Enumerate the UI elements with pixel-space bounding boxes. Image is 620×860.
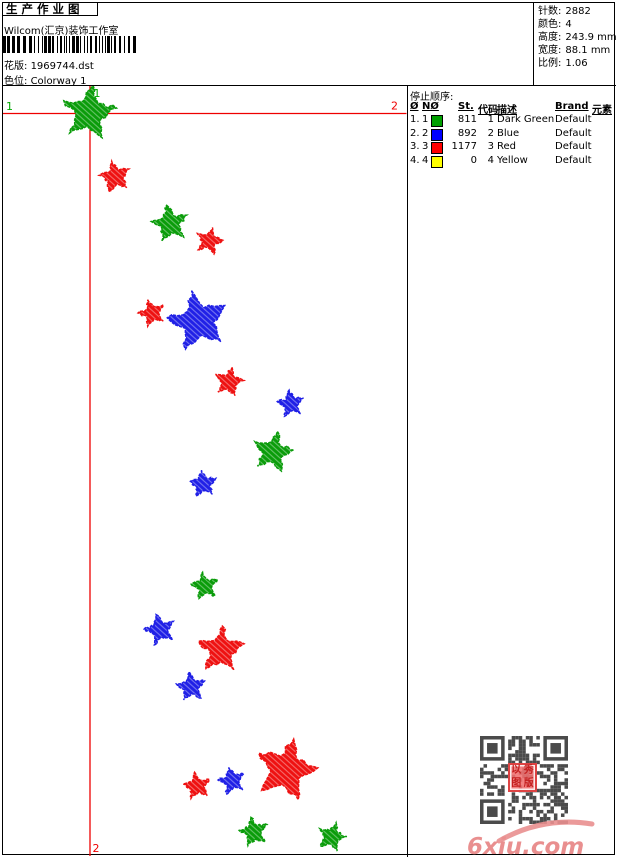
thread-color-swatch	[431, 142, 443, 154]
col-code: 代码	[478, 105, 498, 116]
watermark-text: 6xiu.com	[467, 834, 584, 860]
header-divider	[533, 2, 534, 85]
stat-line: 颜色: 4	[538, 18, 617, 31]
thread-cell-brand: Default	[555, 154, 592, 166]
design-stats-panel: 针数: 2882 颜色: 4 高度: 243.9 mm 宽度: 88.1 mm 比例: 1.06	[538, 5, 617, 70]
watermark-swoosh	[496, 819, 595, 844]
stamp-char: 秀	[523, 765, 534, 777]
stat-line: 宽度: 88.1 mm	[538, 44, 617, 57]
thread-cell-code: 4	[487, 154, 494, 166]
stat-value: 2882	[565, 6, 591, 17]
stat-value: 88.1 mm	[565, 45, 611, 56]
stat-label: 高度:	[538, 32, 562, 43]
thread-cell-code: 1	[487, 114, 494, 125]
thread-cell-code: 3	[487, 141, 494, 152]
stop-sequence-rows: 1. 1 811 1 Dark Green Default 2. 2 892 2 Blue Defau…	[407, 114, 618, 168]
design-file-label: 花版:	[4, 61, 28, 72]
stat-value: 243.9 mm	[565, 32, 617, 43]
thread-cell-seq: 4.	[410, 154, 420, 166]
thread-cell-brand: Default	[555, 141, 592, 152]
barcode	[3, 36, 136, 53]
stat-label: 颜色:	[538, 19, 562, 30]
header-bottom-border	[2, 85, 616, 86]
colorway-line: 色位: Colorway 1	[4, 72, 86, 87]
stat-value: 1.06	[565, 58, 588, 69]
thread-cell-n: 3	[422, 141, 429, 152]
col-st: St.	[458, 101, 474, 112]
stat-line: 针数: 2882	[538, 5, 617, 18]
thread-row: 4. 4 0 4 Yellow Default	[407, 155, 618, 169]
thread-cell-n: 1	[422, 114, 429, 125]
thread-cell-st: 1177	[451, 141, 477, 152]
panel-divider	[407, 85, 408, 857]
thread-cell-seq: 2.	[410, 127, 420, 139]
stop-sequence-panel: 停止顺序: Ø NØ St. 代码 描述 Brand 元素 1. 1 811 1 Dar…	[407, 86, 618, 178]
thread-row: 2. 2 892 2 Blue Default	[407, 128, 618, 142]
colorway-value: Colorway 1	[30, 76, 87, 87]
thread-cell-desc: Blue	[497, 127, 520, 139]
thread-cell-st: 811	[457, 114, 477, 125]
design-file-line: 花版: 1969744.dst	[4, 57, 94, 72]
thread-color-swatch	[431, 128, 443, 141]
stat-label: 针数:	[538, 6, 562, 17]
thread-cell-desc: Red	[497, 141, 516, 152]
sheet-title: 生产作业图	[6, 2, 84, 16]
stamp-char: 图	[511, 777, 522, 789]
thread-cell-seq: 3.	[410, 141, 420, 152]
thread-row: 1. 1 811 1 Dark Green Default	[407, 114, 618, 128]
colorway-label: 色位:	[4, 76, 28, 87]
design-file-value: 1969744.dst	[30, 61, 94, 72]
company-name: Wilcom(汇京)装饰工作室	[4, 26, 119, 37]
thread-cell-brand: Default	[555, 127, 592, 139]
stamp-char: 版	[523, 777, 534, 789]
thread-row: 3. 3 1177 3 Red Default	[407, 141, 618, 155]
stat-value: 4	[565, 19, 572, 30]
thread-cell-code: 2	[487, 127, 494, 139]
col-nhash: NØ	[422, 101, 439, 112]
thread-color-swatch	[431, 115, 443, 127]
thread-cell-st: 0	[470, 154, 477, 166]
thread-cell-st: 892	[457, 127, 477, 139]
stat-line: 比例: 1.06	[538, 57, 617, 70]
copyright-stamp: 以秀图版	[508, 763, 537, 792]
thread-color-swatch	[431, 155, 443, 168]
thread-cell-n: 2	[422, 127, 429, 139]
col-desc: 描述	[497, 105, 517, 116]
thread-cell-n: 4	[422, 154, 429, 166]
stamp-char: 以	[511, 765, 522, 777]
stat-label: 宽度:	[538, 45, 562, 56]
thread-cell-desc: Yellow	[497, 154, 528, 166]
stop-sequence-header: Ø NØ St. 代码 描述 Brand 元素	[407, 101, 618, 116]
stat-label: 比例:	[538, 58, 562, 69]
stop-sequence-title: 停止顺序:	[410, 92, 454, 103]
sheet-title-box: 生产作业图	[2, 2, 98, 16]
thread-cell-seq: 1.	[410, 114, 420, 125]
col-hash: Ø	[410, 101, 419, 112]
col-elem: 元素	[592, 105, 612, 116]
thread-cell-brand: Default	[555, 114, 592, 125]
watermark: 6xiu.com	[467, 819, 595, 860]
thread-cell-desc: Dark Green	[497, 114, 555, 125]
col-brand: Brand	[555, 101, 589, 112]
stat-line: 高度: 243.9 mm	[538, 31, 617, 44]
